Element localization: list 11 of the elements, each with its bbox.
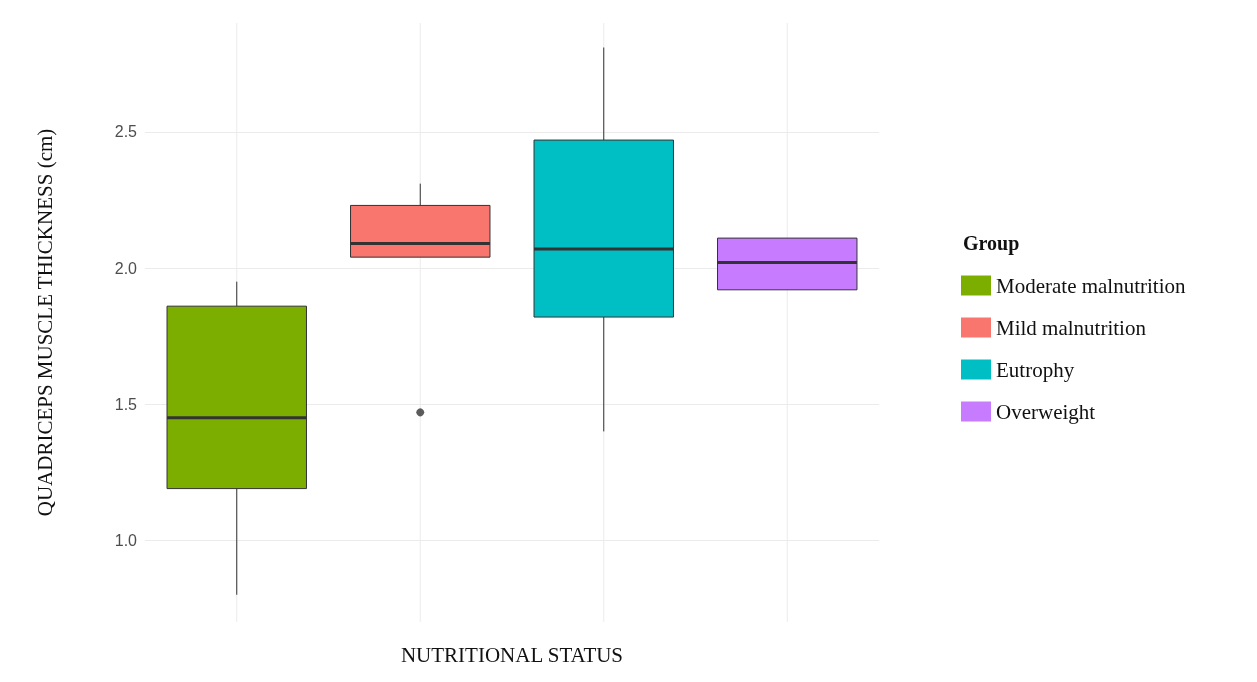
legend-label: Overweight [996,399,1096,424]
y-axis-title: QUADRICEPS MUSCLE THICKNESS (cm) [32,128,57,517]
y-tick-label: 1.0 [114,531,138,549]
y-tick-label: 2.5 [114,123,138,141]
y-tick-label: 2.0 [114,259,138,277]
legend-label: Eutrophy [996,357,1075,382]
legend-title: Group [963,232,1020,255]
legend-label: Mild malnutrition [996,315,1147,340]
legend-label: Moderate malnutrition [996,273,1187,298]
x-axis-title: NUTRITIONAL STATUS [400,642,624,667]
y-tick-label: 1.5 [114,395,138,413]
